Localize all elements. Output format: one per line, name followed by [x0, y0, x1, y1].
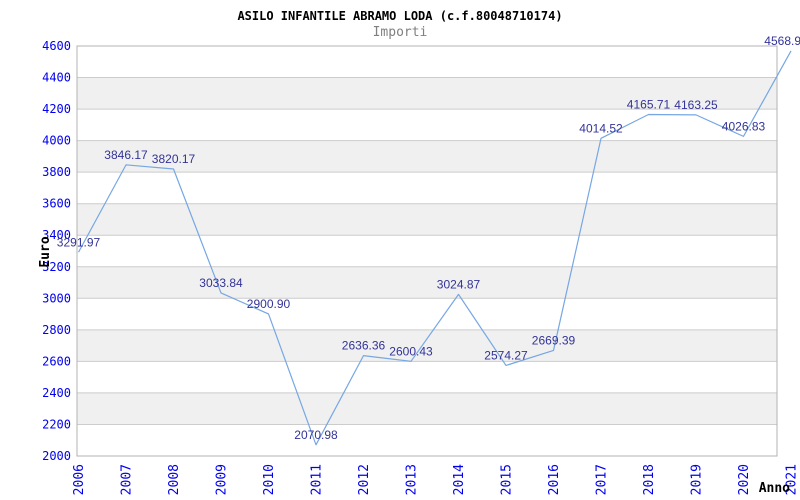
- y-tick-label: 3600: [42, 197, 71, 211]
- point-label: 2636.36: [342, 339, 386, 353]
- x-tick-label: 2006: [72, 464, 87, 495]
- point-label: 2070.98: [294, 428, 338, 442]
- y-tick-label: 2600: [42, 354, 71, 368]
- plot-band: [77, 203, 777, 236]
- y-tick-label: 3400: [42, 228, 71, 242]
- plot-border: [76, 45, 778, 457]
- point-label: 4568.9: [764, 34, 800, 48]
- plot-band: [77, 266, 777, 299]
- y-tick-label: 3800: [42, 165, 71, 179]
- plot-band: [77, 140, 777, 173]
- x-axis-title: Anno: [759, 481, 790, 496]
- x-tick-label: 2014: [452, 464, 467, 495]
- x-tick-label: 2020: [737, 464, 752, 495]
- y-tick-label: 2000: [42, 449, 71, 463]
- point-label: 2600.43: [389, 344, 433, 358]
- x-tick-label: 2008: [167, 464, 182, 495]
- x-tick-label: 2016: [547, 464, 562, 495]
- x-tick-label: 2019: [690, 464, 705, 495]
- point-label: 3033.84: [199, 276, 243, 290]
- data-line: [77, 50, 792, 446]
- x-tick-label: 2021: [785, 464, 800, 495]
- point-label: 4026.83: [722, 119, 766, 133]
- point-label: 4014.52: [579, 121, 623, 135]
- y-tick-label: 4000: [42, 134, 71, 148]
- x-tick-label: 2007: [120, 464, 135, 495]
- x-tick-label: 2011: [310, 464, 325, 495]
- plot-band: [77, 329, 777, 362]
- y-axis-title: Euro: [38, 236, 53, 267]
- y-tick-label: 2400: [42, 386, 71, 400]
- x-tick-label: 2009: [215, 464, 230, 495]
- x-tick-label: 2013: [405, 464, 420, 495]
- x-tick-label: 2012: [357, 464, 372, 495]
- point-label: 3846.17: [104, 148, 148, 162]
- y-tick-label: 2200: [42, 417, 71, 431]
- x-tick-label: 2018: [642, 464, 657, 495]
- y-tick-label: 3000: [42, 291, 71, 305]
- point-label: 3820.17: [152, 152, 196, 166]
- y-tick-label: 4200: [42, 102, 71, 116]
- point-label: 2900.90: [247, 297, 291, 311]
- plot-band: [77, 77, 777, 110]
- y-tick-label: 2800: [42, 323, 71, 337]
- x-tick-label: 2015: [500, 464, 515, 495]
- point-label: 3291.97: [57, 235, 101, 249]
- plot-band: [77, 392, 777, 425]
- point-label: 4163.25: [674, 98, 718, 112]
- y-tick-label: 4400: [42, 71, 71, 85]
- chart-subtitle: Importi: [372, 25, 428, 40]
- chart-title: ASILO INFANTILE ABRAMO LODA (c.f.8004871…: [237, 9, 563, 23]
- x-tick-label: 2010: [262, 464, 277, 495]
- point-label: 4165.71: [627, 97, 671, 111]
- y-tick-label: 3200: [42, 260, 71, 274]
- point-label: 2669.39: [532, 333, 576, 347]
- y-tick-label: 4600: [42, 39, 71, 53]
- point-label: 3024.87: [437, 277, 481, 291]
- x-tick-label: 2017: [595, 464, 610, 495]
- point-label: 2574.27: [484, 348, 528, 362]
